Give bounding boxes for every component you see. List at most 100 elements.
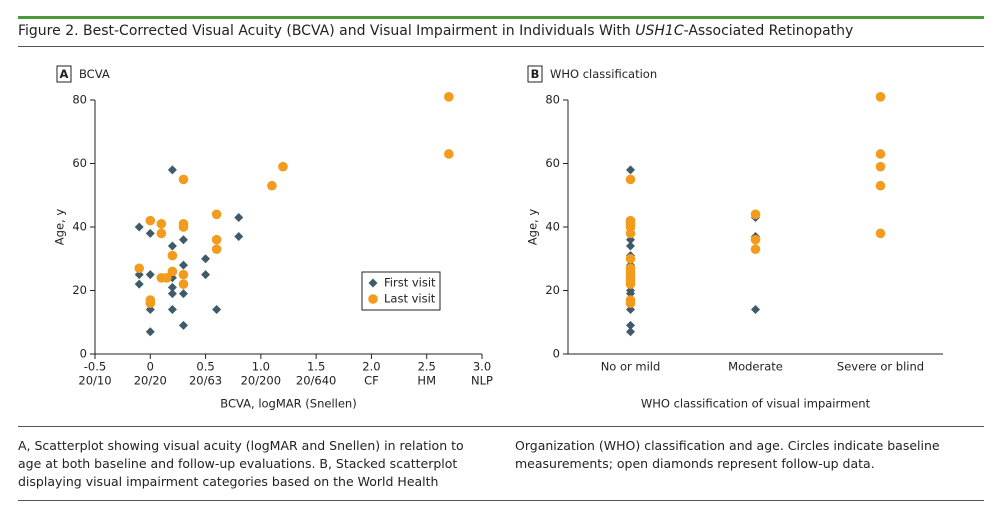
x-tick-label: 1.5 xyxy=(307,360,325,374)
point xyxy=(234,232,244,242)
point xyxy=(234,212,244,222)
point xyxy=(211,209,222,220)
point xyxy=(278,161,288,172)
panel-tag: B xyxy=(531,67,540,81)
x-tick-label: 2.0 xyxy=(362,360,380,374)
legend-box xyxy=(361,271,441,311)
legend-label: Last visit xyxy=(384,292,436,306)
title-part: Figure 2. Best-Corrected Visual Acuity (… xyxy=(18,23,636,39)
x-tick-label: 1.0 xyxy=(252,360,270,374)
point xyxy=(211,244,222,255)
point xyxy=(167,266,178,277)
title-gene: USH1C xyxy=(635,23,684,39)
x-tick-label: 0 xyxy=(147,360,154,374)
y-tick-label: 20 xyxy=(72,283,87,297)
x-snellen-label: NLP xyxy=(471,374,493,388)
panel-tag-box xyxy=(527,65,543,83)
panel-tag-box xyxy=(56,65,72,83)
top-bar xyxy=(18,16,984,19)
point xyxy=(875,149,886,159)
point xyxy=(626,320,635,330)
point xyxy=(626,241,635,251)
rule xyxy=(18,46,984,47)
point xyxy=(167,165,177,175)
point xyxy=(178,269,189,280)
x-snellen-label: 20/200 xyxy=(241,374,281,388)
point xyxy=(875,228,886,239)
x-tick-label: -0.5 xyxy=(84,360,106,374)
point xyxy=(875,180,886,191)
legend-label: First visit xyxy=(384,276,436,290)
x-tick-label: Moderate xyxy=(728,360,783,374)
point xyxy=(875,92,886,102)
caption: A, Scatterplot showing visual acuity (lo… xyxy=(18,438,940,489)
point xyxy=(145,298,156,309)
point xyxy=(212,305,222,315)
y-tick-label: 60 xyxy=(545,156,560,170)
point xyxy=(178,174,189,185)
point xyxy=(167,305,177,315)
panel-title: WHO classification xyxy=(550,67,657,81)
y-axis-label: Age, y xyxy=(53,209,67,246)
figure-title: Figure 2. Best-Corrected Visual Acuity (… xyxy=(18,23,853,39)
x-tick-label: No or mild xyxy=(601,360,661,374)
panel-title: BCVA xyxy=(79,67,110,81)
point xyxy=(178,260,188,270)
point xyxy=(625,279,636,289)
point xyxy=(267,180,277,191)
point xyxy=(875,161,886,172)
point xyxy=(167,241,177,251)
point xyxy=(750,234,761,245)
point xyxy=(751,305,760,315)
y-tick-label: 20 xyxy=(545,283,560,297)
point xyxy=(201,270,211,280)
point xyxy=(178,320,188,330)
y-tick-label: 80 xyxy=(72,93,87,107)
point xyxy=(750,209,761,220)
title-part: -Associated Retinopathy xyxy=(683,23,854,39)
point xyxy=(134,279,144,289)
point xyxy=(625,253,636,264)
x-snellen-label: 20/640 xyxy=(296,374,336,388)
point xyxy=(162,273,172,283)
y-tick-label: 40 xyxy=(72,220,87,234)
x-tick-label: Severe or blind xyxy=(837,360,924,374)
point xyxy=(134,263,145,274)
x-axis-label: WHO classification of visual impairment xyxy=(641,397,871,411)
x-tick-label: 3.0 xyxy=(473,360,491,374)
rule xyxy=(18,426,984,427)
point xyxy=(444,149,454,159)
point xyxy=(178,222,189,232)
x-tick-label: 0.5 xyxy=(196,360,214,374)
point xyxy=(626,327,635,337)
point xyxy=(145,270,155,280)
y-tick-label: 80 xyxy=(545,93,560,107)
y-tick-label: 40 xyxy=(545,220,560,234)
point xyxy=(167,250,178,261)
point xyxy=(178,289,188,299)
x-snellen-label: CF xyxy=(364,374,379,388)
point xyxy=(134,222,144,232)
point xyxy=(178,235,188,245)
point xyxy=(145,327,155,337)
x-snellen-label: 20/63 xyxy=(189,374,222,388)
point xyxy=(201,254,211,264)
panel-tag: A xyxy=(60,67,69,81)
point xyxy=(625,228,636,239)
point xyxy=(167,282,177,292)
point xyxy=(145,215,156,226)
point xyxy=(750,244,761,255)
point xyxy=(167,289,177,299)
point xyxy=(178,279,189,289)
rule xyxy=(18,500,984,501)
x-snellen-label: 20/10 xyxy=(78,374,111,388)
point xyxy=(444,92,454,102)
x-tick-label: 2.5 xyxy=(418,360,436,374)
x-axis-label: BCVA, logMAR (Snellen) xyxy=(220,397,356,411)
point xyxy=(211,234,222,245)
y-tick-label: 0 xyxy=(80,347,87,361)
point xyxy=(625,174,636,185)
x-snellen-label: HM xyxy=(417,374,436,388)
y-tick-label: 0 xyxy=(553,347,560,361)
